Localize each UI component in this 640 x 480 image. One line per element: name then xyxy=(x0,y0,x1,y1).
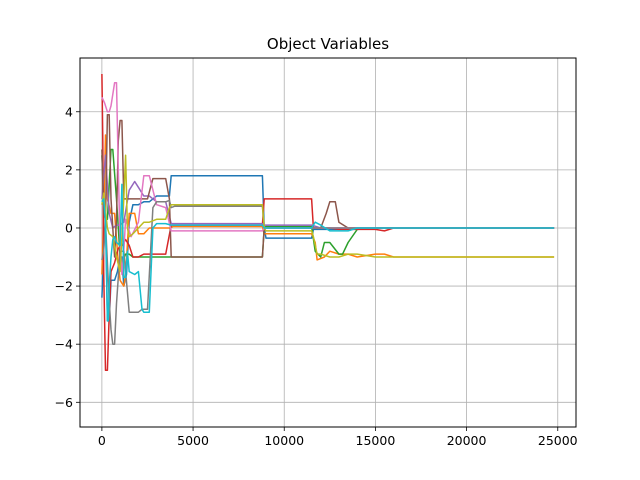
y-tick-label: −6 xyxy=(55,395,73,410)
series-line-9 xyxy=(101,154,555,273)
x-axis: 0 5000 10000 15000 20000 25000 xyxy=(98,427,578,448)
y-axis: −6 −4 −2 0 2 4 xyxy=(55,104,80,410)
y-tick-label: −4 xyxy=(55,337,73,352)
plot-area xyxy=(101,73,555,372)
x-tick-label: 20000 xyxy=(447,433,487,448)
x-tick-label: 5000 xyxy=(177,433,209,448)
y-tick-label: 0 xyxy=(65,220,73,235)
axes-frame xyxy=(79,57,577,428)
x-tick-label: 0 xyxy=(98,433,106,448)
y-tick-label: 4 xyxy=(65,104,73,119)
y-tick-label: 2 xyxy=(65,162,73,177)
x-tick-label: 15000 xyxy=(356,433,396,448)
y-tick-label: −2 xyxy=(55,279,73,294)
x-tick-label: 25000 xyxy=(538,433,578,448)
chart-title: Object Variables xyxy=(267,35,389,53)
x-tick-label: 10000 xyxy=(264,433,304,448)
series-line-10 xyxy=(101,183,555,322)
